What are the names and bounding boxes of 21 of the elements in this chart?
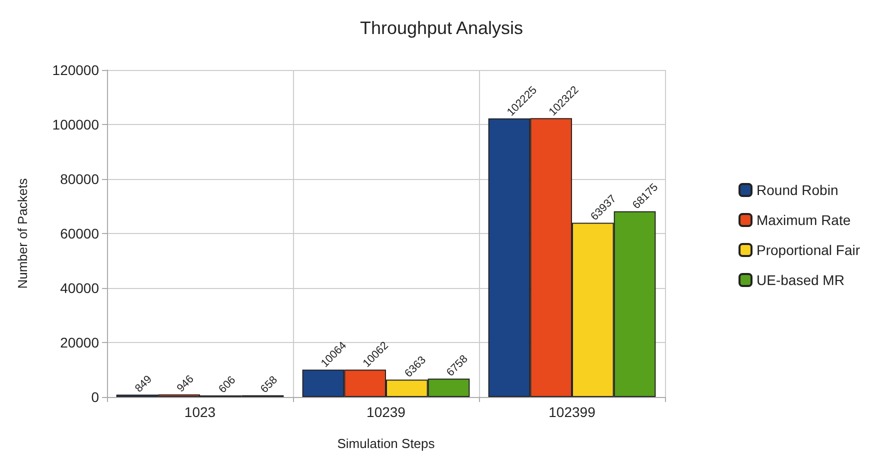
data-label: 658	[258, 374, 280, 396]
chart-title: Throughput Analysis	[360, 18, 524, 38]
x-axis-title: Simulation Steps	[337, 436, 436, 451]
x-tick-label: 1023	[184, 404, 216, 420]
x-tick-label: 102399	[548, 404, 596, 420]
y-tick-label: 80000	[60, 171, 100, 187]
legend-label: Maximum Rate	[756, 212, 851, 228]
x-tick-label: 10239	[366, 404, 406, 420]
data-label: 606	[216, 374, 238, 396]
data-label: 849	[132, 373, 154, 395]
legend-label: UE-based MR	[756, 272, 844, 288]
data-label: 946	[174, 373, 196, 395]
legend-label: Round Robin	[756, 182, 838, 198]
y-axis-title: Number of Packets	[15, 178, 30, 289]
y-tick-label: 40000	[60, 280, 100, 296]
legend-label: Proportional Fair	[756, 242, 860, 258]
y-tick-label: 100000	[52, 116, 100, 132]
y-tick-label: 120000	[52, 62, 100, 78]
y-tick-label: 0	[91, 389, 100, 405]
y-tick-label: 60000	[60, 226, 100, 242]
y-tick-label: 20000	[60, 334, 100, 350]
